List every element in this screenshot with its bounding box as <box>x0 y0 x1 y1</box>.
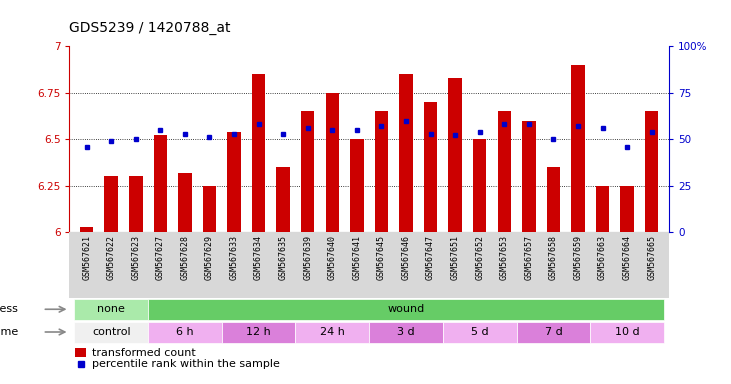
Text: GSM567623: GSM567623 <box>132 235 140 280</box>
Text: GSM567645: GSM567645 <box>377 235 386 280</box>
Bar <box>202 185 216 232</box>
Bar <box>178 173 192 232</box>
Text: time: time <box>0 327 18 337</box>
Bar <box>473 139 486 232</box>
Bar <box>399 74 413 232</box>
Text: GDS5239 / 1420788_at: GDS5239 / 1420788_at <box>69 21 231 35</box>
Bar <box>75 300 148 320</box>
Bar <box>621 185 634 232</box>
Bar <box>498 111 511 232</box>
Text: 12 h: 12 h <box>246 327 271 337</box>
Bar <box>522 121 536 232</box>
Text: GSM567640: GSM567640 <box>327 235 337 280</box>
Bar <box>424 102 437 232</box>
Text: GSM567641: GSM567641 <box>352 235 361 280</box>
Text: GSM567629: GSM567629 <box>205 235 214 280</box>
Text: none: none <box>97 304 125 314</box>
Bar <box>148 322 221 343</box>
Text: GSM567639: GSM567639 <box>303 235 312 280</box>
Text: 5 d: 5 d <box>471 327 488 337</box>
Text: GSM567622: GSM567622 <box>107 235 115 280</box>
Text: GSM567659: GSM567659 <box>573 235 583 280</box>
Bar <box>221 322 295 343</box>
Bar <box>571 65 585 232</box>
Text: 3 d: 3 d <box>397 327 414 337</box>
Text: GSM567628: GSM567628 <box>181 235 189 280</box>
Bar <box>252 74 265 232</box>
Bar <box>227 132 240 232</box>
Text: GSM567621: GSM567621 <box>82 235 91 280</box>
Bar <box>80 227 94 232</box>
Bar <box>517 322 590 343</box>
Bar <box>301 111 314 232</box>
Bar <box>75 322 148 343</box>
Bar <box>325 93 339 232</box>
Text: GSM567664: GSM567664 <box>623 235 632 280</box>
Text: GSM567663: GSM567663 <box>598 235 607 280</box>
Bar <box>154 136 167 232</box>
Text: GSM567634: GSM567634 <box>254 235 263 280</box>
Bar <box>276 167 290 232</box>
Text: GSM567646: GSM567646 <box>401 235 411 280</box>
Text: GSM567652: GSM567652 <box>475 235 484 280</box>
Bar <box>443 322 517 343</box>
Bar <box>129 176 143 232</box>
Bar <box>547 167 560 232</box>
Bar <box>350 139 363 232</box>
Bar <box>105 176 118 232</box>
Bar <box>448 78 462 232</box>
Text: 24 h: 24 h <box>320 327 345 337</box>
Bar <box>75 348 86 358</box>
Text: control: control <box>92 327 131 337</box>
Text: GSM567657: GSM567657 <box>524 235 534 280</box>
Text: 6 h: 6 h <box>176 327 194 337</box>
Text: 10 d: 10 d <box>615 327 640 337</box>
Text: percentile rank within the sample: percentile rank within the sample <box>92 359 280 369</box>
Bar <box>596 185 610 232</box>
Text: wound: wound <box>387 304 425 314</box>
Bar <box>148 300 664 320</box>
Bar <box>590 322 664 343</box>
Text: GSM567635: GSM567635 <box>279 235 288 280</box>
Bar <box>645 111 659 232</box>
Bar <box>375 111 388 232</box>
Text: transformed count: transformed count <box>92 348 196 358</box>
Bar <box>369 322 443 343</box>
Text: GSM567647: GSM567647 <box>426 235 435 280</box>
Text: GSM567658: GSM567658 <box>549 235 558 280</box>
Text: GSM567653: GSM567653 <box>500 235 509 280</box>
Bar <box>295 322 369 343</box>
Text: 7 d: 7 d <box>545 327 562 337</box>
Text: GSM567627: GSM567627 <box>156 235 165 280</box>
Text: GSM567633: GSM567633 <box>230 235 238 280</box>
Text: GSM567651: GSM567651 <box>450 235 460 280</box>
Text: stress: stress <box>0 304 18 314</box>
Text: GSM567665: GSM567665 <box>647 235 656 280</box>
